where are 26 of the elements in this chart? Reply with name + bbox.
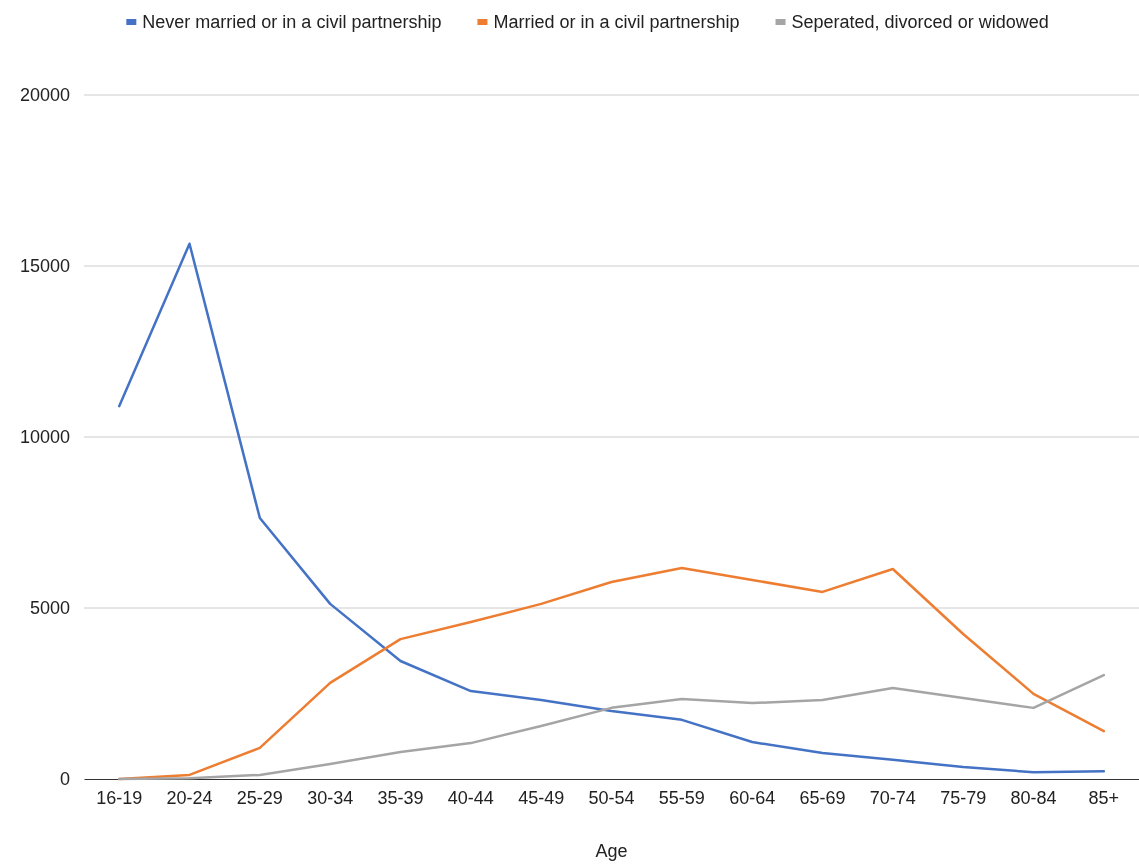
x-tick-label: 16-19 (96, 787, 143, 808)
y-tick-label: 15000 (19, 256, 70, 277)
x-tick-label: 65-69 (799, 787, 846, 808)
x-tick-label: 30-34 (307, 787, 354, 808)
y-tick-label: 0 (59, 769, 70, 790)
legend-label: Seperated, divorced or widowed (791, 12, 1049, 32)
x-tick-label: 60-64 (729, 787, 776, 808)
x-tick-label: 35-39 (377, 787, 424, 808)
x-tick-label: 50-54 (588, 787, 635, 808)
line-series (117, 673, 1106, 781)
x-tick-label: 55-59 (658, 787, 705, 808)
y-tick-label: 20000 (19, 85, 70, 106)
x-tick-label: 40-44 (447, 787, 494, 808)
x-tick-label: 70-74 (869, 787, 916, 808)
legend-label: Never married or in a civil partnership (142, 12, 442, 32)
x-tick-label: 20-24 (166, 787, 213, 808)
x-tick-label: 75-79 (940, 787, 987, 808)
x-tick-label: 80-84 (1010, 787, 1057, 808)
x-axis-title: Age (595, 841, 628, 861)
y-tick-label: 10000 (19, 427, 70, 448)
legend-label: Married or in a civil partnership (493, 12, 740, 32)
x-tick-label: 85+ (1088, 787, 1120, 808)
y-tick-label: 5000 (29, 598, 70, 619)
line-series (117, 242, 1106, 774)
x-tick-label: 25-29 (236, 787, 283, 808)
x-tick-label: 45-49 (518, 787, 565, 808)
